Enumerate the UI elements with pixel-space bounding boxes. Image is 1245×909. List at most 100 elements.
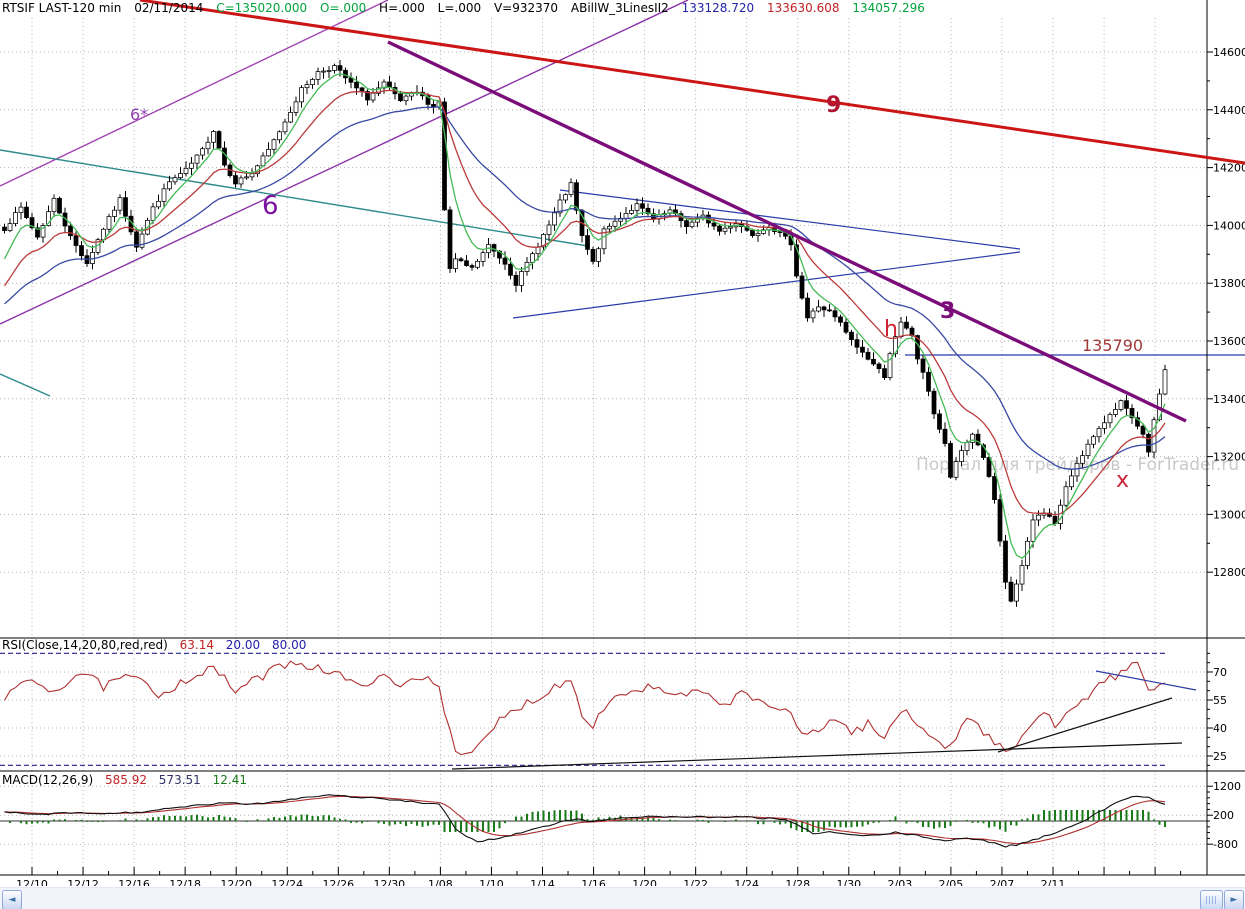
channel-6-lower-line[interactable]: [0, 0, 689, 325]
macd-panel: [4, 794, 1166, 848]
macd-histogram-bar: [955, 821, 957, 822]
macd-histogram-bar: [410, 821, 413, 824]
macd-histogram-bar: [278, 817, 281, 821]
candle: [266, 148, 271, 157]
candle: [161, 188, 167, 202]
date-tick-label: 2/11: [1041, 878, 1066, 886]
candle: [986, 457, 992, 477]
candle: [271, 139, 277, 150]
candle: [634, 203, 640, 211]
macd-histogram-bar: [520, 816, 523, 821]
candle: [1003, 540, 1008, 583]
wave-label-9: 9: [826, 93, 841, 118]
macd-histogram-bar: [212, 816, 215, 821]
macd-histogram-bar: [91, 821, 94, 822]
date-tick-label: 1/24: [734, 878, 759, 886]
candle: [931, 390, 937, 415]
date-tick-label: 2/03: [887, 878, 912, 886]
macd-histogram-bar: [328, 815, 330, 821]
macd-histogram-bar: [724, 821, 726, 823]
macd-histogram-bar: [553, 810, 556, 821]
candle: [854, 339, 860, 348]
rsi-line: [4, 660, 1166, 756]
rsi-support-long-line[interactable]: [451, 742, 1183, 770]
macd-histogram-bar: [1032, 814, 1034, 821]
scrollbar-thumb[interactable]: [1200, 890, 1223, 909]
macd-histogram-bar: [1158, 821, 1161, 825]
macd-histogram-bar: [20, 821, 22, 824]
candle: [216, 131, 222, 149]
candle: [508, 263, 513, 276]
ma-mid-line: [3, 89, 1166, 516]
candle: [370, 92, 376, 101]
macd-histogram-bar: [1153, 819, 1155, 821]
rsi-support-steep-line[interactable]: [997, 697, 1173, 753]
candle: [717, 225, 722, 232]
date-tick-label: 12/20: [220, 878, 252, 886]
channel-6-upper-line[interactable]: [0, 0, 389, 187]
trendline-9[interactable]: [139, 0, 1245, 165]
macd-histogram-bar: [64, 819, 66, 821]
candle: [51, 197, 57, 213]
macd-histogram-bar: [1081, 810, 1084, 821]
candle: [612, 220, 618, 227]
candle: [183, 167, 189, 174]
teal-trendline-short[interactable]: [0, 373, 51, 397]
chart-canvas[interactable]: Портал для трейдеров - ForTrader.ru14600…: [0, 0, 1245, 886]
candle: [711, 222, 717, 227]
horizontal-scrollbar[interactable]: ◄ ►: [0, 887, 1245, 909]
axis-tick-label: 14600: [1213, 46, 1245, 59]
candle: [447, 209, 453, 269]
macd-histogram-bar: [1065, 810, 1067, 821]
annotation-lines: [0, 0, 1245, 397]
macd-histogram-bar: [47, 821, 50, 824]
macd-histogram-bar: [229, 817, 231, 821]
candle: [18, 206, 24, 213]
candle: [519, 271, 524, 286]
candle: [1014, 583, 1019, 602]
scroll-left-icon: ◄: [8, 895, 16, 905]
macd-histogram-bar: [1114, 810, 1117, 821]
candle: [1135, 417, 1140, 427]
indicator-line2-value: 133630.608: [766, 1, 840, 15]
axis-tick-label: 14400: [1213, 104, 1245, 117]
macd-histogram-bar: [42, 821, 44, 823]
candle: [24, 206, 29, 218]
candle: [376, 87, 381, 94]
macd-histogram-bar: [977, 821, 979, 823]
teal-trendline[interactable]: [0, 149, 589, 247]
candle: [755, 233, 761, 236]
triangle-lower-line[interactable]: [512, 251, 1021, 319]
candle: [387, 81, 392, 88]
macd-histogram-bar: [1021, 819, 1023, 821]
macd-histogram-bar: [97, 821, 99, 823]
candle: [337, 65, 343, 71]
candle: [194, 154, 200, 164]
macd-histogram-bar: [806, 821, 809, 832]
macd-histogram-bar: [707, 821, 710, 823]
macd-histogram-bar: [377, 821, 380, 824]
gridlines: [0, 18, 1207, 875]
macd-histogram-bar: [80, 819, 83, 821]
candle: [304, 84, 310, 89]
trendline-3[interactable]: [387, 40, 1187, 423]
macd-histogram-bar: [1054, 810, 1056, 821]
candle: [365, 91, 370, 101]
scroll-left-button[interactable]: ◄: [2, 890, 22, 909]
macd-histogram-bar: [119, 820, 121, 821]
candle: [282, 121, 288, 133]
candle: [876, 363, 882, 369]
candle: [502, 257, 508, 265]
candle: [211, 131, 216, 143]
macd-histogram-bar: [784, 821, 787, 824]
candle: [1146, 433, 1151, 453]
scroll-right-button[interactable]: ►: [1224, 890, 1244, 909]
candle: [860, 346, 865, 353]
macd-histogram-bar: [812, 821, 814, 832]
candle: [728, 226, 733, 229]
candle: [1063, 486, 1069, 506]
macd-histogram-bar: [586, 819, 589, 821]
rsi-resistance-blue-line[interactable]: [1095, 670, 1197, 691]
candle: [480, 252, 486, 262]
macd-histogram-bar: [1120, 810, 1122, 821]
